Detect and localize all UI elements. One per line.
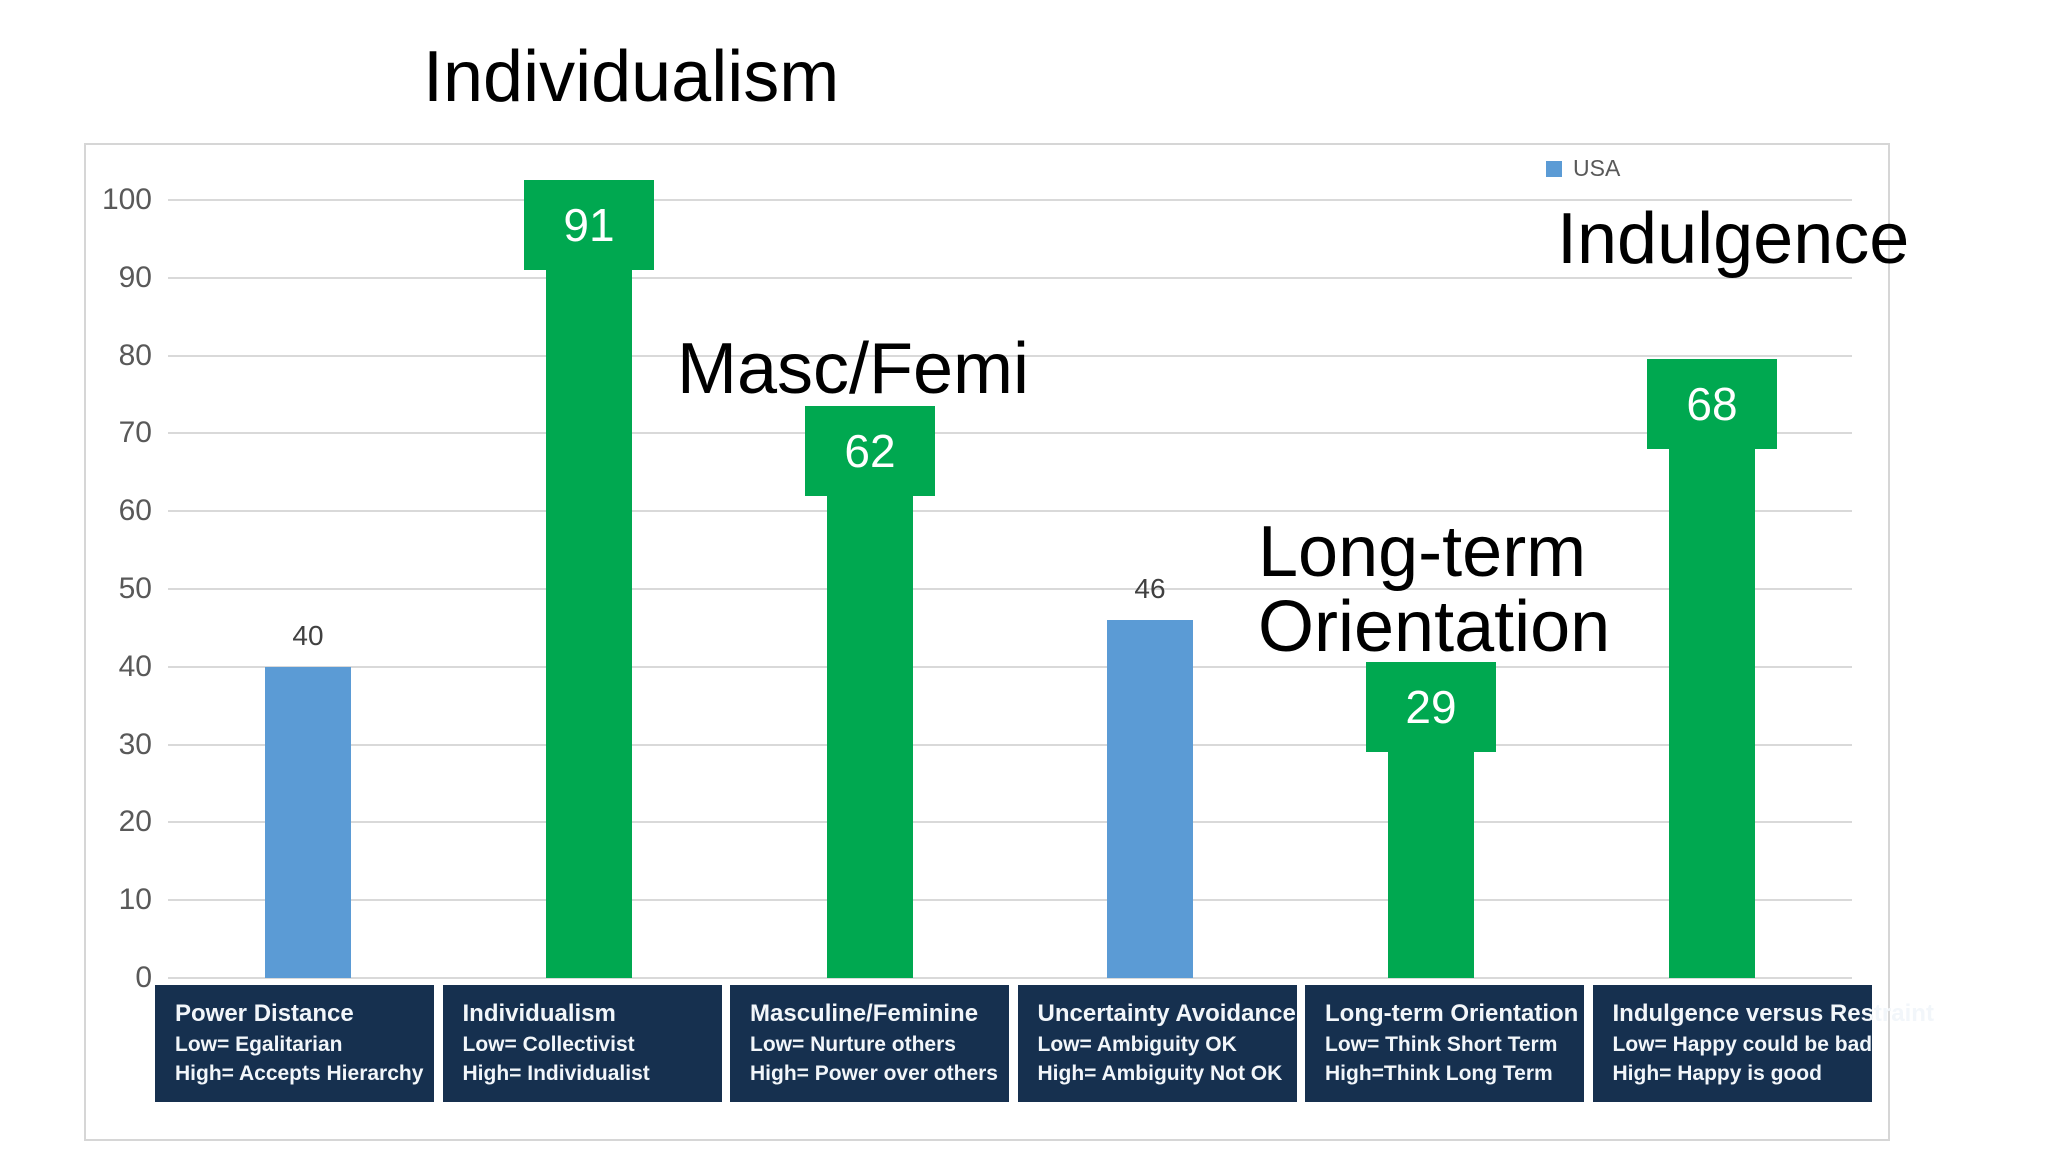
dimension-annotation-masc-femi: Masc/Femi	[677, 332, 1029, 407]
gridline-10	[168, 899, 1852, 902]
y-axis-tick-60: 60	[118, 494, 152, 528]
legend-label: USA	[1573, 155, 1621, 181]
bar-individualism	[546, 270, 632, 978]
legend: USA	[1546, 157, 1620, 180]
bar-value-label-uncertainty-avoidance: 46	[1134, 573, 1166, 605]
category-high-label: High= Accepts Hierarchy	[175, 1062, 424, 1085]
dimension-annotation-indulgence: Indulgence	[1557, 202, 1909, 277]
category-high-label: High= Ambiguity Not OK	[1037, 1062, 1283, 1085]
bar-value-callout-long-term-orientation: 29	[1366, 662, 1496, 753]
category-low-label: Low= Egalitarian	[175, 1033, 343, 1056]
chart-frame	[84, 143, 1890, 1141]
y-axis-tick-10: 10	[118, 883, 152, 917]
gridline-40	[168, 665, 1852, 668]
y-axis-tick-50: 50	[118, 572, 152, 605]
bar-masculine-feminine	[827, 495, 913, 978]
gridline-90	[168, 276, 1852, 279]
gridline-100	[168, 199, 1852, 201]
y-axis-tick-20: 20	[118, 805, 152, 839]
category-title: Indulgence versus Restraint	[1612, 1000, 1934, 1027]
bar-value-callout-indulgence-versus-restraint: 68	[1647, 358, 1777, 449]
category-title: Long-term Orientation	[1325, 1000, 1579, 1027]
gridline-80	[168, 354, 1852, 357]
legend-swatch-usa	[1546, 160, 1562, 177]
bar-power-distance	[265, 666, 351, 978]
category-box-power-distance: Power Distance Low= Egalitarian High= Acce…	[155, 985, 434, 1102]
bar-value-label-masculine-feminine: 62	[844, 424, 896, 477]
bar-value-label-indulgence-versus-restraint: 68	[1686, 377, 1738, 430]
bar-long-term-orientation	[1388, 752, 1474, 978]
y-axis-tick-100: 100	[101, 183, 152, 216]
category-high-label: High= Individualist	[462, 1062, 650, 1085]
category-title: Individualism	[462, 1000, 616, 1027]
gridline-30	[168, 743, 1852, 746]
category-low-label: Low= Think Short Term	[1325, 1033, 1558, 1056]
category-box-individualism: Individualism Low= Collectivist High= Indi…	[442, 985, 722, 1102]
category-high-label: High= Happy is good	[1612, 1062, 1822, 1085]
dimension-annotation-long-term-orientation: Long-term Orientation	[1258, 515, 1610, 665]
bar-value-label-long-term-orientation: 29	[1405, 681, 1457, 734]
y-axis-tick-40: 40	[118, 649, 152, 683]
category-title: Masculine/Feminine	[750, 1000, 979, 1027]
bar-value-label-individualism: 91	[563, 199, 615, 252]
category-high-label: High=Think Long Term	[1325, 1062, 1553, 1085]
annotation-line: Individualism	[423, 37, 840, 117]
category-box-long-term-orientation: Long-term Orientation Low= Think Short Te…	[1305, 985, 1584, 1102]
bar-uncertainty-avoidance	[1107, 620, 1193, 978]
bar-value-label-power-distance: 40	[292, 619, 324, 651]
gridline-20	[168, 821, 1852, 824]
annotation-line: Orientation	[1258, 587, 1611, 667]
category-low-label: Low= Ambiguity OK	[1037, 1033, 1237, 1056]
category-box-indulgence-versus-restraint: Indulgence versus Restraint Low= Happy co…	[1592, 985, 1934, 1102]
category-low-label: Low= Nurture others	[750, 1033, 956, 1056]
y-axis-tick-0: 0	[135, 961, 152, 994]
annotation-line: Long-term	[1258, 512, 1587, 592]
y-axis-tick-80: 80	[118, 338, 152, 372]
category-box-uncertainty-avoidance: Uncertainty Avoidance Low= Ambiguity OK Hi…	[1017, 985, 1297, 1102]
y-axis-tick-90: 90	[118, 260, 152, 294]
category-box-masculine-feminine: Masculine/Feminine Low= Nurture others Hig…	[730, 985, 1009, 1102]
bar-value-callout-masculine-feminine: 62	[805, 405, 935, 496]
category-low-label: Low= Happy could be bad	[1612, 1033, 1873, 1056]
category-low-label: Low= Collectivist	[462, 1033, 635, 1056]
category-title: Uncertainty Avoidance	[1037, 1000, 1296, 1027]
y-axis-tick-30: 30	[118, 727, 152, 761]
gridline-50	[168, 588, 1852, 590]
category-title: Power Distance	[175, 1000, 354, 1027]
gridline-70	[168, 432, 1852, 435]
annotation-line: Indulgence	[1557, 199, 1910, 279]
y-axis-tick-70: 70	[118, 416, 152, 450]
gridline-60	[168, 510, 1852, 513]
annotation-line: Masc/Femi	[677, 329, 1030, 409]
category-high-label: High= Power over others	[750, 1062, 998, 1085]
bar-value-callout-individualism: 91	[524, 180, 654, 271]
bar-indulgence-versus-restraint	[1669, 448, 1755, 978]
dimension-annotation-individualism: Individualism	[423, 40, 839, 115]
gridline-0	[168, 977, 1852, 979]
